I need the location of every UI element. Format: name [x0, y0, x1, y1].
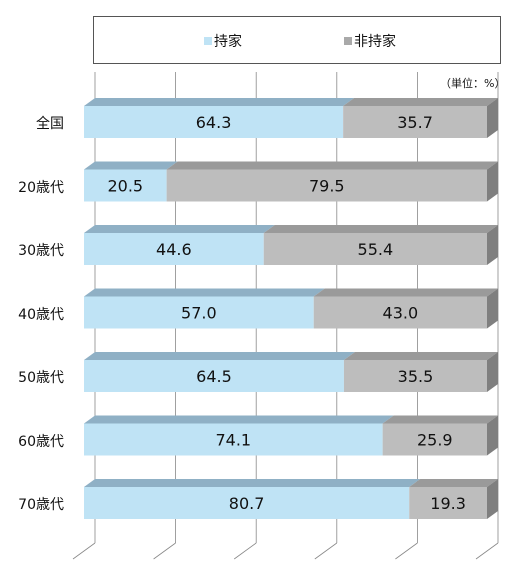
bar-top-face [263, 225, 498, 233]
bar-top-face [84, 288, 325, 297]
data-label: 80.7 [229, 494, 265, 513]
bar-segment [84, 233, 264, 265]
bar-segment [313, 296, 487, 329]
data-label: 64.5 [196, 367, 232, 386]
category-label: 30歳代 [18, 243, 64, 259]
legend-label-own: 持家 [214, 34, 242, 50]
bar-segment [343, 106, 487, 138]
legend-swatch-own [204, 37, 212, 45]
category-label: 全国 [36, 116, 64, 132]
bar-top-face [84, 225, 275, 233]
bar-top-face [84, 98, 355, 106]
bar-segment [84, 169, 167, 202]
bar-side-face [487, 479, 498, 519]
category-label: 60歳代 [18, 433, 64, 450]
data-label: 25.9 [417, 431, 453, 450]
bar-side-face [487, 225, 498, 265]
floor-gridline [475, 542, 499, 560]
bar-top-face [166, 161, 499, 170]
bar-segment [409, 487, 487, 519]
bar-segment [84, 360, 344, 392]
floor-gridline [314, 542, 338, 560]
data-label: 43.0 [383, 304, 419, 323]
data-label: 35.5 [398, 367, 434, 386]
bar-top-face [343, 352, 498, 360]
data-label: 35.7 [397, 113, 433, 132]
bar-segment [84, 296, 314, 329]
bar-top-face [409, 479, 498, 487]
bar-segment [84, 106, 344, 138]
bar-side-face [487, 98, 498, 138]
bar-segment [84, 423, 383, 456]
legend-item-own: 持家 [204, 31, 242, 51]
data-label: 57.0 [181, 304, 217, 323]
bar-side-face [487, 415, 498, 456]
data-label: 64.3 [196, 113, 232, 132]
bar-segment [166, 169, 488, 202]
category-label: 50歳代 [18, 370, 64, 386]
bar-side-face [487, 288, 498, 329]
data-label: 74.1 [215, 431, 251, 450]
data-label: 44.6 [156, 240, 192, 259]
floor-gridline [72, 542, 96, 560]
bar-top-face [84, 415, 394, 424]
legend-item-rent: 非持家 [344, 31, 396, 51]
legend-label-rent: 非持家 [354, 34, 396, 50]
bar-segment [84, 487, 410, 519]
bar-top-face [382, 415, 498, 424]
bar-side-face [487, 352, 498, 392]
bar-side-face [487, 161, 498, 202]
unit-label: （単位：%） [440, 77, 506, 90]
floor-gridline [153, 542, 176, 560]
data-label: 19.3 [430, 494, 466, 513]
bar-top-face [84, 352, 355, 360]
data-label: 55.4 [358, 240, 394, 259]
category-label: 70歳代 [18, 497, 64, 513]
floor-gridline [395, 542, 418, 560]
bar-top-face [84, 161, 178, 170]
bar-segment [343, 360, 487, 392]
bar-top-face [313, 288, 498, 297]
bar-segment [263, 233, 487, 265]
category-label: 20歳代 [18, 179, 64, 196]
data-label: 20.5 [107, 177, 143, 196]
legend: 持家 非持家 [93, 16, 501, 64]
bar-segment [382, 423, 487, 456]
legend-swatch-rent [344, 37, 352, 45]
bar-top-face [343, 98, 498, 106]
bar-top-face [84, 479, 421, 487]
category-label: 40歳代 [18, 306, 64, 323]
floor-gridline [233, 542, 257, 560]
data-label: 79.5 [309, 177, 345, 196]
